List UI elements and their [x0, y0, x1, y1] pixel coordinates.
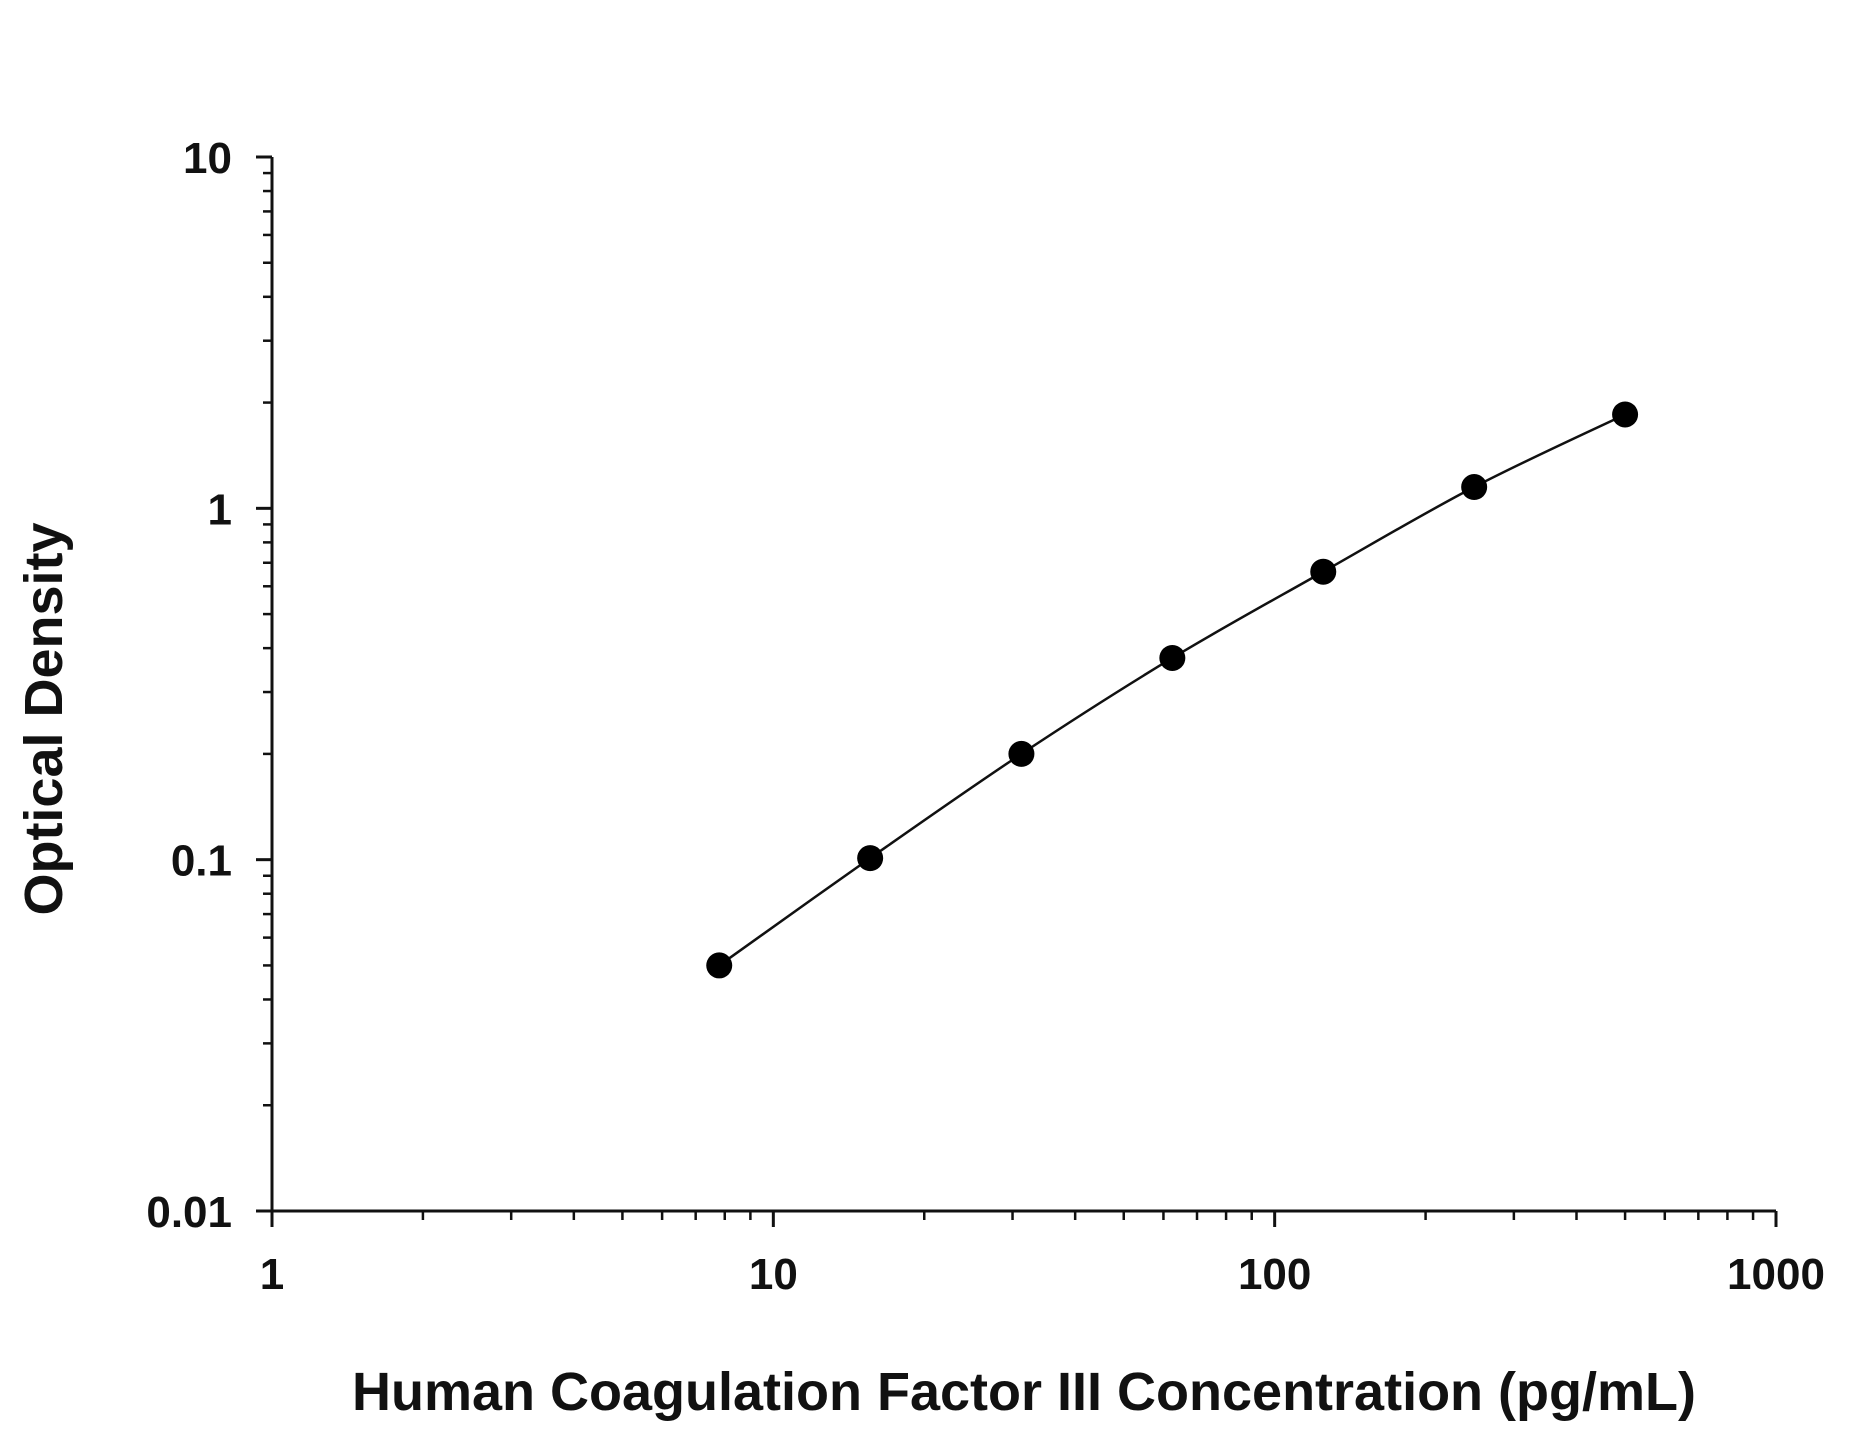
- y-tick-label: 0.1: [171, 837, 232, 886]
- x-tick-label: 1: [260, 1250, 284, 1299]
- data-point: [1159, 644, 1186, 671]
- data-point: [706, 952, 733, 979]
- x-tick-label: 10: [749, 1250, 798, 1299]
- data-point: [1612, 401, 1639, 428]
- y-axis-title: Optical Density: [14, 522, 74, 915]
- data-point: [1461, 474, 1488, 501]
- data-points: [706, 401, 1639, 979]
- x-tick-label: 1000: [1727, 1250, 1825, 1299]
- data-point: [857, 845, 884, 872]
- y-tick-label: 1: [208, 485, 232, 534]
- axis-ticks: [256, 155, 1778, 1227]
- tick-labels: 1 10 100 1000 0.01 0.1 1 10: [146, 134, 1825, 1299]
- y-tick-label: 0.01: [146, 1188, 232, 1237]
- y-tick-label: 10: [183, 134, 232, 183]
- x-tick-label: 100: [1238, 1250, 1311, 1299]
- data-point: [1008, 740, 1035, 767]
- axes: [270, 157, 1776, 1213]
- x-axis-title: Human Coagulation Factor III Concentrati…: [352, 1362, 1696, 1422]
- fit-curve: [718, 413, 1626, 967]
- data-point: [1310, 558, 1337, 585]
